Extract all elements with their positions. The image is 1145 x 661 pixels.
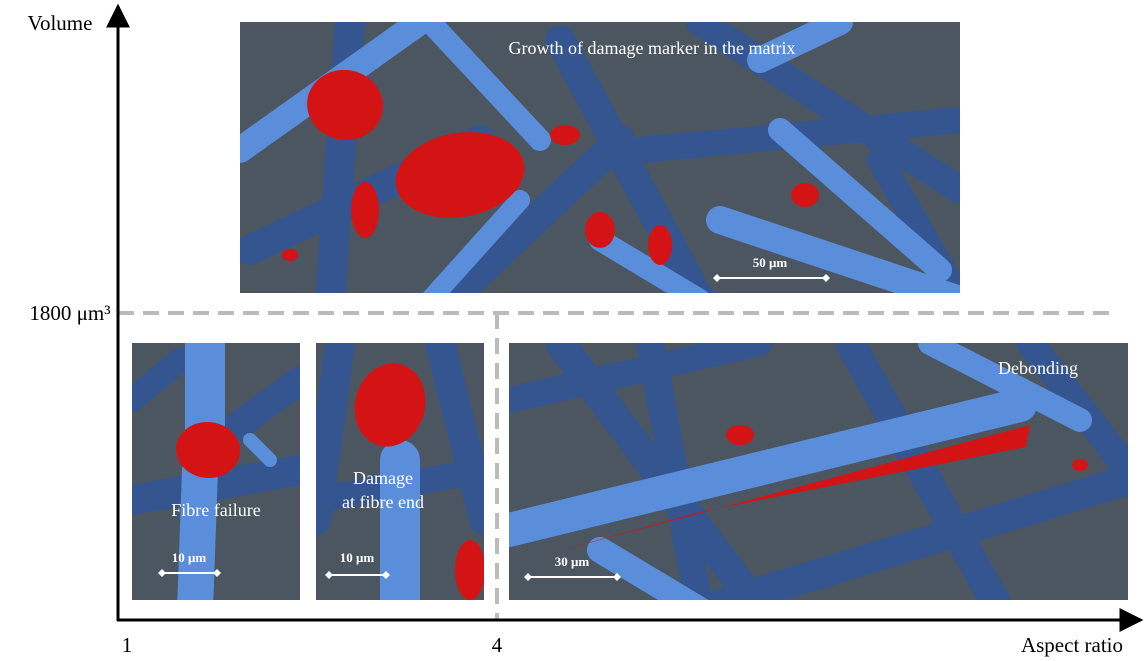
x-axis-label: Aspect ratio — [1021, 633, 1123, 657]
volume-threshold: 1800 μm³ — [29, 301, 110, 325]
scale-bar-label: 30 μm — [555, 554, 590, 569]
fibre — [545, 25, 714, 293]
panel-caption: Debonding — [998, 358, 1078, 378]
micrograph — [132, 343, 300, 600]
fibre — [688, 465, 1128, 600]
x-tick-label: 1 — [122, 633, 133, 657]
fibre — [587, 537, 709, 600]
scale-bar-label: 10 μm — [340, 550, 375, 565]
fibre — [177, 452, 218, 600]
scale-bar-end — [325, 571, 333, 579]
damage-region — [354, 363, 426, 447]
scale-bar-end — [822, 274, 830, 282]
micrograph — [316, 343, 484, 600]
damage-region — [585, 212, 615, 248]
fibre — [835, 343, 1012, 600]
damage-region — [176, 421, 240, 479]
scale-bar-end — [713, 274, 721, 282]
panel-caption: Growth of damage marker in the matrix — [509, 38, 796, 58]
damage-region — [726, 425, 754, 445]
fibre — [686, 22, 960, 204]
damage-region — [648, 225, 672, 265]
fibre — [918, 343, 1092, 432]
fibre — [425, 343, 484, 535]
fibre — [218, 366, 300, 444]
fibre — [509, 388, 1037, 547]
damage-region — [395, 132, 525, 218]
damage-region — [282, 249, 298, 261]
fibre — [768, 118, 952, 282]
scale-bar-end — [382, 571, 390, 579]
damage-region — [550, 125, 580, 145]
scale-bar-label: 10 μm — [172, 550, 207, 565]
micrograph — [509, 343, 1128, 600]
x-tick-label: 4 — [492, 633, 503, 657]
fibre — [243, 433, 277, 467]
damage-region — [307, 69, 383, 141]
scale-bar-end — [213, 569, 221, 577]
panel-caption: Damage — [353, 468, 413, 488]
panel-labels: Growth of damage marker in the matrix 50… — [171, 38, 1078, 569]
panel-caption: Fibre failure — [171, 500, 260, 520]
fibre — [422, 190, 530, 293]
scale-bar-label: 50 μm — [753, 255, 788, 270]
damage-region — [791, 183, 819, 207]
fibre — [747, 22, 853, 73]
panels — [132, 22, 1128, 600]
fibre — [132, 348, 192, 412]
fibre — [509, 343, 773, 413]
fibre — [436, 125, 635, 293]
micrograph — [240, 22, 960, 293]
scale-bar-end — [613, 573, 621, 581]
fibre — [419, 22, 551, 151]
scale-bar-end — [524, 573, 532, 581]
scale-bar-end — [158, 569, 166, 577]
y-axis-label: Volume — [28, 11, 93, 35]
damage-region — [455, 540, 484, 600]
damage-region — [540, 425, 1030, 556]
fibre — [589, 229, 709, 293]
damage-region — [1072, 459, 1088, 471]
panel-caption: at fibre end — [342, 492, 424, 512]
damage-region — [351, 182, 379, 238]
fibre — [706, 206, 960, 293]
